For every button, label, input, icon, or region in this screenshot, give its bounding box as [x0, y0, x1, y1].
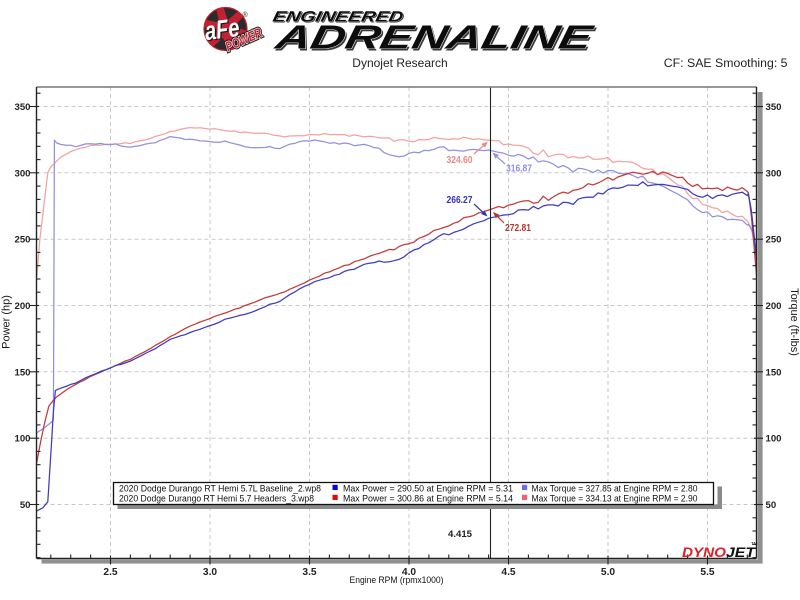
svg-text:200: 200: [766, 301, 782, 312]
svg-text:5.5: 5.5: [700, 567, 714, 578]
svg-text:250: 250: [766, 235, 782, 246]
svg-text:Dynojet Research: Dynojet Research: [352, 56, 447, 70]
svg-text:ENGINEERED: ENGINEERED: [272, 10, 406, 27]
svg-text:50: 50: [20, 500, 31, 511]
svg-text:JET: JET: [726, 544, 757, 560]
svg-text:4.0: 4.0: [402, 567, 416, 578]
svg-text:DYNO: DYNO: [682, 544, 726, 560]
svg-text:ADRENALINE: ADRENALINE: [271, 19, 597, 57]
svg-text:150: 150: [766, 367, 782, 378]
svg-text:Torque (ft-lbs): Torque (ft-lbs): [788, 288, 800, 356]
svg-text:50: 50: [766, 500, 777, 511]
svg-text:3.5: 3.5: [302, 567, 316, 578]
svg-text:266.27: 266.27: [447, 195, 473, 206]
svg-text:Max Torque = 334.13 at Engine: Max Torque = 334.13 at Engine RPM = 2.90: [532, 494, 698, 504]
svg-text:®: ®: [243, 11, 249, 19]
svg-text:2020 Dodge Durango RT Hemi 5.7: 2020 Dodge Durango RT Hemi 5.7L Baseline…: [119, 484, 321, 494]
svg-text:300: 300: [14, 168, 30, 179]
svg-text:200: 200: [14, 301, 30, 312]
svg-text:272.81: 272.81: [505, 223, 531, 234]
svg-text:350: 350: [766, 102, 782, 113]
svg-text:3.0: 3.0: [203, 567, 217, 578]
svg-text:100: 100: [766, 434, 782, 445]
svg-text:Max Power = 300.86 at Engine R: Max Power = 300.86 at Engine RPM = 5.14: [343, 494, 513, 504]
svg-text:Power (hp): Power (hp): [1, 295, 13, 349]
svg-text:aFe: aFe: [204, 13, 242, 47]
svg-text:ADRENALINE: ADRENALINE: [273, 21, 599, 59]
svg-text:TM: TM: [751, 541, 758, 546]
svg-text:150: 150: [14, 367, 30, 378]
svg-text:Max Power = 290.50 at Engine R: Max Power = 290.50 at Engine RPM = 5.31: [343, 484, 513, 494]
svg-text:250: 250: [14, 235, 30, 246]
svg-text:5.0: 5.0: [601, 567, 615, 578]
svg-text:ENGINEERED: ENGINEERED: [271, 9, 405, 26]
svg-text:4.415: 4.415: [448, 529, 473, 540]
svg-text:4.5: 4.5: [501, 567, 515, 578]
svg-text:316.87: 316.87: [506, 164, 532, 175]
svg-text:2.5: 2.5: [103, 567, 117, 578]
svg-text:300: 300: [766, 168, 782, 179]
svg-text:Max Torque = 327.85 at Engine: Max Torque = 327.85 at Engine RPM = 2.80: [532, 484, 698, 494]
svg-text:aFe: aFe: [203, 12, 241, 46]
svg-text:CF: SAE Smoothing: 5: CF: SAE Smoothing: 5: [664, 56, 788, 70]
svg-text:Engine RPM (rpmx1000): Engine RPM (rpmx1000): [350, 575, 444, 586]
svg-text:2020 Dodge Durango RT Hemi 5.7: 2020 Dodge Durango RT Hemi 5.7 Headers_3…: [119, 494, 314, 504]
svg-text:100: 100: [14, 434, 30, 445]
svg-text:324.60: 324.60: [447, 155, 473, 166]
svg-text:350: 350: [14, 102, 30, 113]
